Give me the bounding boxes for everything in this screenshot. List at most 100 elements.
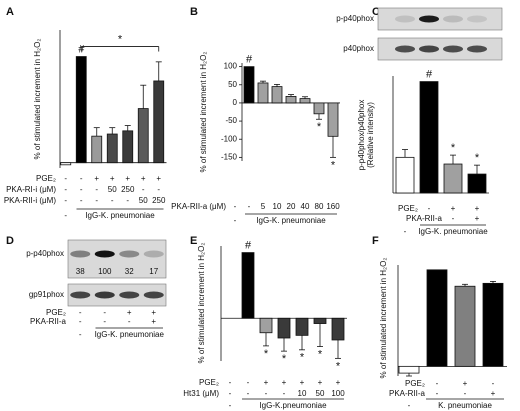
blot-band — [119, 250, 140, 258]
condition-value: - — [80, 174, 83, 183]
condition-value: - — [283, 389, 286, 398]
condition-value: 10 — [273, 202, 282, 211]
blot-strip — [67, 239, 167, 279]
bar — [259, 317, 273, 334]
condition-value: - — [492, 379, 495, 388]
significance-mark: * — [282, 353, 287, 365]
condition-value: + — [110, 174, 115, 183]
bar — [313, 317, 327, 324]
significance-mark: * — [331, 159, 336, 171]
blot-band — [443, 15, 463, 23]
blot-strip — [377, 7, 503, 31]
condition-value: - — [95, 185, 98, 194]
condition-value: - — [436, 379, 439, 388]
group-label: IgG-K. pneumoniae — [418, 227, 488, 236]
y-axis-label: (Relative intensity) — [366, 102, 375, 168]
bar — [241, 252, 255, 319]
blot-strip — [377, 37, 503, 61]
y-tick-label: 0 — [233, 98, 238, 107]
condition-value: - — [142, 185, 145, 194]
condition-value: - — [79, 308, 82, 317]
y-tick-label: -150 — [221, 152, 238, 161]
condition-value: - — [247, 378, 250, 387]
blot-band — [419, 15, 439, 23]
condition-value: - — [95, 196, 98, 205]
condition-value: - — [111, 196, 114, 205]
bar — [295, 317, 309, 336]
y-tick-label: 50 — [228, 80, 237, 89]
condition-value: + — [125, 174, 130, 183]
condition-value: - — [79, 317, 82, 326]
condition-label: PKA-RII-a — [389, 389, 426, 398]
condition-value: + — [141, 174, 146, 183]
significance-mark: * — [475, 152, 480, 164]
condition-value: - — [234, 202, 237, 211]
group-label: - — [404, 227, 407, 236]
condition-value: + — [264, 378, 269, 387]
condition-value: - — [103, 317, 106, 326]
significance-mark: # — [78, 43, 85, 55]
blot-row-label: p40phox — [343, 44, 374, 53]
blot-intensity: 32 — [125, 267, 134, 276]
group-label: - — [64, 211, 67, 220]
panel-letter: A — [6, 6, 14, 18]
condition-value: 160 — [326, 202, 340, 211]
bar — [331, 317, 345, 341]
condition-value: + — [451, 204, 456, 213]
y-tick-label: 100 — [224, 62, 238, 71]
condition-value: + — [475, 214, 480, 223]
condition-value: 50 — [108, 185, 117, 194]
condition-label: PGE₂ — [199, 378, 219, 387]
group-label: IgG-K.pneumoniae — [259, 401, 327, 410]
significance-mark: * — [451, 142, 456, 154]
bar — [153, 80, 165, 164]
y-tick-label: -50 — [225, 116, 237, 125]
condition-value: 40 — [301, 202, 310, 211]
bar — [313, 102, 325, 115]
bar — [419, 81, 439, 194]
group-label: - — [234, 216, 237, 225]
blot-intensity: 100 — [98, 267, 112, 276]
bar — [395, 156, 415, 194]
blot-row-label: p-p40phox — [336, 14, 374, 23]
condition-value: + — [336, 378, 341, 387]
condition-label: PKA-RII-a — [406, 214, 443, 223]
condition-value: + — [475, 204, 480, 213]
y-axis-label: p-p40phox/p40phox — [357, 100, 366, 171]
group-label: - — [79, 330, 82, 339]
panel-letter: C — [372, 6, 380, 18]
condition-value: - — [428, 204, 431, 213]
condition-value: - — [229, 378, 232, 387]
bar — [277, 317, 291, 339]
condition-value: + — [318, 378, 323, 387]
blot-band — [395, 15, 415, 23]
bar — [467, 173, 487, 194]
condition-value: - — [80, 196, 83, 205]
group-label: - — [408, 401, 411, 410]
bar — [327, 102, 339, 137]
blot-band — [70, 250, 91, 258]
condition-label: PGE₂ — [405, 379, 425, 388]
panel-letter: D — [6, 235, 14, 247]
condition-value: - — [128, 317, 131, 326]
bar — [285, 95, 297, 104]
condition-value: - — [64, 185, 67, 194]
blot-band — [119, 291, 140, 299]
blot-band — [467, 15, 487, 23]
significance-mark: * — [264, 348, 269, 360]
condition-value: - — [248, 202, 251, 211]
bar — [398, 365, 420, 374]
condition-value: + — [151, 317, 156, 326]
blot-intensity: 17 — [149, 267, 158, 276]
condition-value: 50 — [316, 389, 325, 398]
panel-letter: B — [190, 6, 198, 18]
condition-value: - — [157, 185, 160, 194]
condition-value: 20 — [287, 202, 296, 211]
bar — [137, 108, 149, 164]
significance-mark: * — [318, 348, 323, 360]
blot-row-label: gp91phox — [29, 290, 64, 299]
group-label: IgG-K. pneumoniae — [256, 216, 326, 225]
blot-band — [143, 291, 164, 299]
condition-value: 100 — [331, 389, 345, 398]
